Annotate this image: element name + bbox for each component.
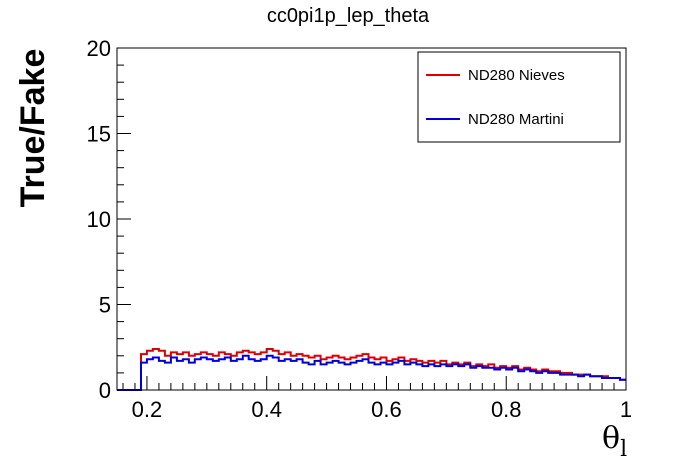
legend-label-martini: ND280 Martini — [468, 111, 564, 128]
series-line-martini — [117, 354, 626, 391]
x-axis-label-subscript: l — [620, 437, 627, 462]
legend-label-nieves: ND280 Nieves — [468, 67, 565, 84]
y-tick-label: 15 — [87, 122, 111, 147]
x-tick-label: 0.6 — [371, 397, 402, 422]
series-layer — [117, 348, 626, 391]
y-tick-label: 20 — [87, 36, 111, 61]
y-tick-label: 0 — [99, 378, 111, 403]
legend-box — [417, 51, 621, 143]
y-tick-label: 5 — [99, 293, 111, 318]
x-axis-label: θl — [602, 421, 627, 462]
series-line-nieves — [117, 348, 626, 391]
y-tick-label: 10 — [87, 207, 111, 232]
x-tick-label: 1 — [620, 397, 632, 422]
legend: ND280 Nieves ND280 Martini — [417, 51, 621, 143]
plot-frame — [116, 47, 627, 391]
x-tick-label: 0.8 — [491, 397, 522, 422]
x-axis-label-main: θ — [602, 421, 620, 456]
x-tick-label: 0.4 — [251, 397, 282, 422]
x-tick-label: 0.2 — [132, 397, 163, 422]
y-axis-label: True/Fake — [14, 49, 52, 208]
chart-title: cc0pi1p_lep_theta — [267, 5, 430, 27]
